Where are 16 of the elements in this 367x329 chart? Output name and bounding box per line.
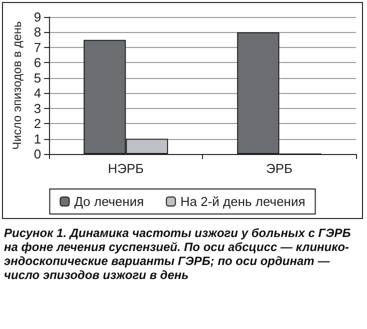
y-axis-title: Число эпизодов в день xyxy=(10,21,24,150)
y-tick-label: 0 xyxy=(34,146,42,162)
y-tick-label: 2 xyxy=(34,116,42,132)
y-tick-label: 4 xyxy=(34,86,42,101)
y-tick-label: 9 xyxy=(34,10,42,24)
y-tick-label: 8 xyxy=(34,24,42,40)
y-tick-label: 6 xyxy=(34,55,42,70)
y-tick-label: 7 xyxy=(34,40,42,55)
text: Рисунок 1. Динамика частоты изжоги у больных с ГЭРБ на фоне лечения суспензией. По оси абсцисс — клинико-эндоскопические варианты ГЭРБ; по оси ординат — число эпизодов изжоги в день xyxy=(4,226,352,282)
legend-label: До лечения xyxy=(74,194,144,209)
y-tick-label: 1 xyxy=(34,131,42,146)
y-tick-label: 3 xyxy=(34,100,42,116)
legend-label: На 2-й день лечения xyxy=(180,194,306,209)
y-tick-label: 5 xyxy=(34,70,42,86)
x-tick-label: НЭРБ xyxy=(108,161,144,176)
x-tick-label: ЭРБ xyxy=(266,161,293,176)
